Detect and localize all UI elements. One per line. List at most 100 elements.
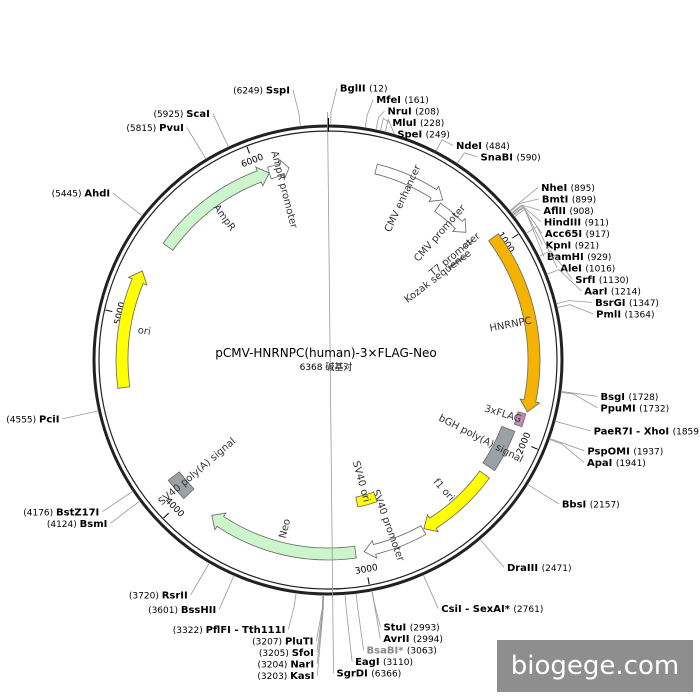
site-label-bglii: BglII (12) [340,84,388,95]
feature-shape-sv40-poly-a-signal [167,471,195,500]
site-name-rsrii: RsrII [162,590,188,601]
site-label-bsmi: (4124) BsmI [47,519,108,530]
site-leader-nrui [375,110,385,131]
site-label-pcii: (4555) PciI [6,414,59,425]
feature-label-sv40-poly-a-signal: SV40 poly(A) signal [157,436,238,508]
site-leader-ndei [435,139,454,152]
site-leader-bstz17i [102,490,134,513]
site-name-kasi: KasI [290,671,314,682]
site-position-pflfi-tth111i: (3322) [173,626,206,636]
site-label-kpni: KpnI (921) [546,240,599,251]
site-kasi: (3203) KasI [257,594,324,682]
site-name-bsrgi: BsrGI [595,298,629,309]
site-position-kasi: (3203) [257,672,290,682]
site-leader-pluti [315,594,324,642]
site-position-alei: (1016) [585,264,615,274]
site-name-draiii: DraIII [507,563,542,574]
site-sspi: (6249) SspI [233,85,301,127]
site-position-pmli: (1364) [625,310,655,320]
site-position-rsrii: (3720) [129,591,162,601]
site-label-sspi: (6249) SspI [233,85,290,96]
site-aflii: AflII (908) [511,204,594,217]
site-position-bbsi: (2157) [590,500,620,510]
site-position-hindiii: (911) [585,218,609,228]
site-position-acc65i: (917) [586,230,610,240]
site-position-nhei: (895) [571,184,595,194]
site-position-apai: (1941) [616,459,646,469]
site-apai: ApaI (1941) [549,438,646,469]
site-leader-kasi [316,594,324,676]
site-label-ndei: NdeI (484) [456,141,510,152]
feature-label-3xflag: 3xFLAG [483,403,523,425]
site-ahdi: (5445) AhdI [52,189,143,217]
site-label-bstz17i: (4176) BstZ17I [23,507,99,518]
feature-shape-f1-ori [423,470,490,533]
plasmid-length: 6368 碱基对 [300,361,353,373]
site-label-rsrii: (3720) RsrII [129,590,188,601]
site-bglii: BglII (12) [330,84,388,126]
site-label-pvui: (5815) PvuI [126,123,183,134]
site-name-pmli: PmlI [596,309,624,320]
site-pvui: (5815) PvuI [126,123,207,160]
feature-shape-ampr-promoter [267,158,290,181]
site-label-mfei: MfeI (161) [376,95,429,106]
site-name-pvui: PvuI [159,123,184,134]
site-ndei: NdeI (484) [435,139,510,152]
site-label-eagi: EagI (3110) [355,657,413,668]
site-leader-bsgi [560,391,598,397]
site-leader-ahdi [112,192,143,217]
site-name-aflii: AflII [543,206,569,217]
site-name-mlui: MluI [392,118,420,129]
site-label-paer7i-xhoi: PaeR7I - XhoI (1859) [594,426,700,437]
site-position-snabi: (590) [516,154,540,164]
restriction-sites: BglII (12)MfeI (161)NruI (208)MluI (228)… [6,84,700,682]
site-leader-aflii [511,204,541,214]
tick-label-6000: 6000 [240,153,265,171]
site-bmti: BmtI (899) [509,194,596,212]
site-name-pspomi: PspOMI [587,446,633,457]
site-nrui: NruI (208) [375,107,439,131]
site-position-bmti: (899) [572,195,596,205]
site-leader-bglii [330,87,338,126]
site-label-csii-sexai: CsiI - SexAI* (2761) [441,604,543,615]
site-name-aari: AarI [584,286,611,297]
site-name-mfei: MfeI [376,95,404,106]
site-position-srfi: (1130) [599,276,629,286]
site-pflfi-tth111i: (3322) PflFI - Tth111I [173,592,297,636]
site-label-bsshii: (3601) BssHII [148,605,216,616]
feature-shape-sv40-promoter [363,525,427,559]
site-position-bamhi: (929) [587,253,611,263]
site-name-bbsi: BbsI [562,499,590,510]
tick-5000 [105,309,113,313]
site-eagi: EagI (3110) [344,594,413,668]
site-name-bmti: BmtI [542,194,572,205]
site-position-sspi: (6249) [233,86,266,96]
site-leader-bsabi [355,593,364,651]
site-label-pluti: (3207) PluTI [252,636,313,647]
feature-shape-ori [115,270,148,389]
site-leader-bmti [509,198,539,212]
site-position-bsrgi: (1347) [629,299,659,309]
site-pmli: PmlI (1364) [556,304,655,320]
site-label-srfi: SrfI (1130) [575,275,629,286]
site-nhei: NheI (895) [509,183,595,212]
feature-label-ampr-promoter: AmpR promoter [268,150,299,231]
feature-f1-ori: f1 ori [423,470,490,533]
site-label-bsgi: BsgI (1728) [601,392,659,403]
site-bsabi: BsaBI* (3063) [355,593,437,657]
site-name-ndei: NdeI [456,141,486,152]
feature-hnrnpc: HNRNPC [488,233,541,413]
site-label-alei: AleI (1016) [560,263,615,274]
site-label-sfoi: (3205) SfoI [259,648,314,659]
site-position-pcii: (4555) [6,415,39,425]
site-draiii: DraIII (2471) [479,538,572,574]
site-name-scai: ScaI [186,109,210,120]
site-snabi: SnaBI (590) [456,152,541,164]
site-label-mlui: MluI (228) [392,118,444,129]
site-pluti: (3207) PluTI [252,594,324,647]
feature-ampr-promoter: AmpR promoter [267,150,299,231]
site-leader-paer7i-xhoi [554,420,591,432]
site-label-pflfi-tth111i: (3322) PflFI - Tth111I [173,625,286,636]
site-name-sgrdi: SgrDI [337,669,372,680]
